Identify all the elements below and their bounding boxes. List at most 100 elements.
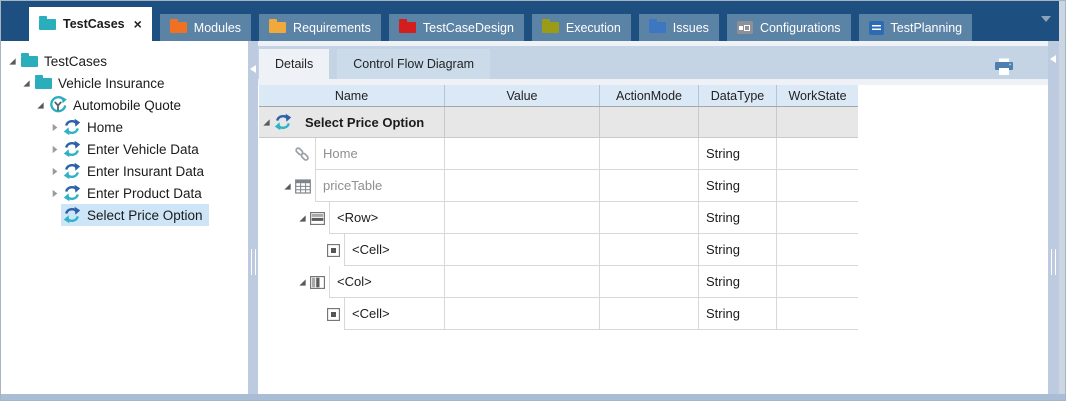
column-icon (310, 276, 325, 289)
cell-workstate (776, 138, 858, 170)
folder-icon (169, 19, 187, 33)
tab-issues[interactable]: Issues (638, 14, 719, 41)
splitter-grip[interactable] (1051, 249, 1056, 275)
tree-item-testcases[interactable]: TestCases (1, 50, 248, 72)
expand-icon[interactable] (48, 145, 61, 154)
expand-icon[interactable] (298, 275, 307, 290)
right-edge-strip (1059, 1, 1065, 400)
tree-item-select-price-option[interactable]: Select Price Option (1, 204, 248, 226)
table-icon (295, 179, 311, 194)
details-top-strip (258, 41, 1048, 46)
cell-actionmode (599, 107, 698, 138)
cell-actionmode (599, 170, 698, 202)
teststep-icon (63, 118, 81, 136)
cell-datatype: String (698, 266, 776, 298)
printer-icon[interactable] (994, 58, 1014, 76)
tab-label: Modules (193, 20, 242, 35)
cell-value (444, 298, 599, 330)
tree-item-enter-insurant-data[interactable]: Enter Insurant Data (1, 160, 248, 182)
chevron-down-icon[interactable] (1041, 16, 1051, 22)
teststep-icon (274, 113, 292, 131)
column-header-value[interactable]: Value (444, 85, 599, 106)
tree-item-label: Automobile Quote (73, 97, 182, 113)
table-row[interactable]: <Col> String (259, 266, 858, 298)
cell-actionmode (599, 202, 698, 234)
table-row[interactable]: priceTable String (259, 170, 858, 202)
expand-icon[interactable] (298, 211, 307, 226)
column-header-datatype[interactable]: DataType (698, 85, 776, 106)
tab-configurations[interactable]: Configurations (726, 14, 851, 41)
left-splitter[interactable] (248, 41, 258, 396)
expand-icon[interactable] (34, 101, 47, 110)
tab-testcases[interactable]: TestCases × (29, 7, 152, 41)
expand-icon[interactable] (283, 179, 292, 194)
cell-workstate (776, 234, 858, 266)
right-splitter[interactable] (1048, 41, 1059, 396)
tab-label: TestPlanning (890, 20, 963, 35)
testcases-tree: TestCases Vehicle Insurance Automobile Q… (1, 41, 248, 396)
collapse-left-icon[interactable] (250, 65, 256, 73)
cell-icon (327, 244, 340, 257)
table-row[interactable]: Select Price Option (259, 107, 858, 138)
tree-item-vehicle-insurance[interactable]: Vehicle Insurance (1, 72, 248, 94)
cell-name: <Cell> (344, 298, 444, 330)
tree-item-enter-product-data[interactable]: Enter Product Data (1, 182, 248, 204)
column-header-workstate[interactable]: WorkState (776, 85, 858, 106)
tab-control-flow-diagram[interactable]: Control Flow Diagram (337, 49, 491, 79)
tree-item-label: Enter Vehicle Data (87, 141, 199, 157)
row-gutter (259, 202, 329, 234)
expand-icon[interactable] (20, 79, 33, 88)
tab-label: Configurations (759, 20, 841, 35)
column-header-name[interactable]: Name (334, 88, 369, 103)
cell-datatype: String (698, 298, 776, 330)
cell-value (444, 234, 599, 266)
folder-icon (398, 19, 416, 33)
cell-value (444, 107, 599, 138)
expand-icon[interactable] (262, 115, 271, 130)
cell-value (444, 266, 599, 298)
cell-name: priceTable (315, 170, 444, 202)
teststep-icon (63, 184, 81, 202)
tab-testplanning[interactable]: TestPlanning (858, 14, 973, 41)
row-gutter (259, 107, 299, 138)
tab-modules[interactable]: Modules (159, 14, 252, 41)
cell-actionmode (599, 298, 698, 330)
tab-label: Control Flow Diagram (353, 57, 475, 71)
table-row[interactable]: <Row> String (259, 202, 858, 234)
cell-datatype: String (698, 202, 776, 234)
close-icon[interactable]: × (133, 16, 142, 32)
tree-item-enter-vehicle-data[interactable]: Enter Vehicle Data (1, 138, 248, 160)
table-row[interactable]: <Cell> String (259, 234, 858, 266)
tree-item-home[interactable]: Home (1, 116, 248, 138)
tree-item-label: Home (87, 119, 124, 135)
link-icon (293, 145, 311, 163)
tab-requirements[interactable]: Requirements (259, 14, 381, 41)
table-row[interactable]: Home String (259, 138, 858, 170)
teststep-table: Name Value ActionMode DataType WorkState… (259, 85, 858, 330)
tree-item-automobile-quote[interactable]: Automobile Quote (1, 94, 248, 116)
expand-icon[interactable] (48, 189, 61, 198)
row-gutter (259, 266, 329, 298)
tab-label: Requirements (293, 20, 371, 35)
column-header-actionmode[interactable]: ActionMode (599, 85, 698, 106)
expand-icon[interactable] (6, 57, 19, 66)
tab-label: Execution (565, 20, 621, 35)
row-gutter (259, 170, 315, 202)
tab-details[interactable]: Details (259, 49, 330, 79)
splitter-grip[interactable] (251, 249, 256, 275)
cell-value (444, 202, 599, 234)
cell-workstate (776, 107, 858, 138)
teststep-icon (63, 140, 81, 158)
collapse-right-icon[interactable] (1050, 55, 1056, 63)
tree-item-label: Select Price Option (87, 207, 203, 223)
tree-item-label: TestCases (44, 53, 108, 69)
table-row[interactable]: <Cell> String (259, 298, 858, 330)
cell-workstate (776, 298, 858, 330)
tree-item-label: Enter Insurant Data (87, 163, 205, 179)
tab-execution[interactable]: Execution (531, 14, 631, 41)
expand-icon[interactable] (48, 167, 61, 176)
list-icon (868, 20, 884, 35)
tab-testcasedesign[interactable]: TestCaseDesign (388, 14, 524, 41)
expand-icon[interactable] (48, 123, 61, 132)
table-header: Name Value ActionMode DataType WorkState (259, 85, 858, 107)
